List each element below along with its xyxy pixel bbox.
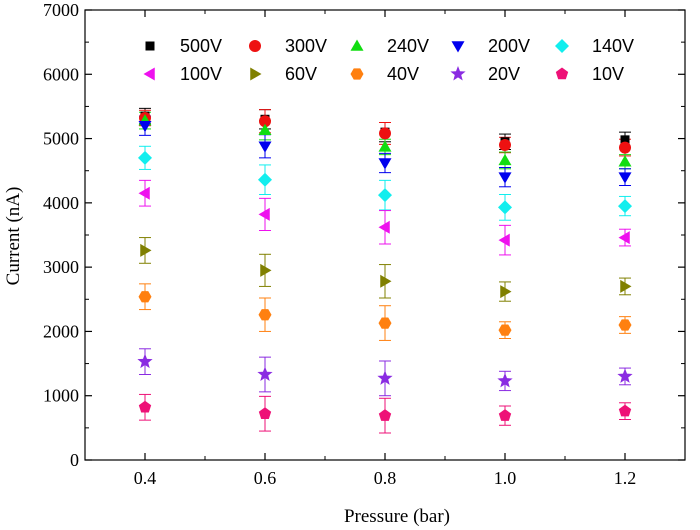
point-10v [498,409,512,421]
legend-marker [350,68,364,80]
x-tick-label: 0.8 [374,468,397,488]
x-axis-title: Pressure (bar) [344,506,450,527]
point-200v [258,141,272,153]
legend-marker [451,41,465,53]
legend-label: 20V [488,64,520,84]
point-140v [618,199,632,214]
x-tick-label: 0.4 [134,468,157,488]
point-40v [618,319,632,331]
point-140v [378,188,392,203]
legend-item-100v: 100V [143,64,222,84]
legend-label: 240V [387,36,429,56]
point-500v [620,135,630,145]
point-200v [618,172,632,184]
point-140v [498,200,512,215]
legend-marker [250,67,262,81]
legend-marker [249,40,261,52]
legend-item-300v: 300V [249,36,327,56]
point-20v [617,368,633,383]
point-10v [618,404,632,417]
point-200v [138,120,152,133]
point-10v [138,400,152,413]
legend-label: 300V [285,36,327,56]
legend-marker [143,67,155,81]
axes-layer: 0 1000 2000 3000 4000 5000 6000 7000 0.4 0.6 0.8 1.… [43,0,686,488]
data-points-layer [137,111,633,421]
y-tick-label: 6000 [43,64,79,84]
legend-marker [555,67,569,80]
point-40v [378,317,392,329]
point-60v [260,263,272,277]
legend-label: 10V [592,64,624,84]
legend-item-40v: 40V [350,64,419,84]
point-60v [140,243,152,257]
point-240v [618,155,632,167]
point-300v [379,127,391,140]
error-bars-layer [139,107,631,434]
legend-item-140v: 140V [555,36,634,56]
legend-marker [350,39,364,51]
point-240v [498,153,512,166]
legend-marker [450,66,466,81]
legend-label: 60V [285,64,317,84]
point-60v [620,279,632,293]
y-tick-label: 4000 [43,193,79,213]
legend-label: 500V [180,36,222,56]
y-tick-label: 2000 [43,321,79,341]
point-20v [377,370,393,385]
point-100v [138,186,150,200]
legend-label: 100V [180,64,222,84]
legend-item-240v: 240V [350,36,429,56]
legend-marker [145,41,155,51]
legend-label: 40V [387,64,419,84]
y-tick-label: 5000 [43,129,79,149]
legend-item-20v: 20V [450,64,520,84]
point-100v [618,231,630,245]
legend-item-200v: 200V [451,36,530,56]
point-40v [258,309,272,321]
legend-item-10v: 10V [555,64,624,84]
y-tick-label: 1000 [43,386,79,406]
legend-item-60v: 60V [250,64,317,84]
point-240v [378,140,392,152]
point-20v [257,366,273,381]
y-tick-label: 3000 [43,257,79,277]
point-300v [499,139,511,151]
point-20v [497,372,513,388]
y-tick-label: 7000 [43,0,79,20]
point-10v [258,407,272,419]
point-40v [138,291,152,303]
y-tick-label: 0 [70,450,79,470]
y-axis-title: Current (nA) [3,187,24,286]
x-tick-label: 0.6 [254,468,277,488]
point-100v [378,220,390,234]
point-140v [138,150,152,165]
point-60v [380,274,392,288]
point-240v [258,123,272,135]
point-20v [137,353,153,369]
legend: 500V 300V 240V 200V 140V 100V 60V 40V 20V 10V [143,36,634,84]
point-100v [258,207,270,221]
legend-item-500v: 500V [145,36,222,56]
point-60v [500,285,512,299]
x-tick-label: 1.0 [494,468,517,488]
x-tick-label: 1.2 [614,468,637,488]
point-100v [498,233,510,247]
point-40v [498,324,512,336]
point-300v [259,115,271,128]
point-200v [378,158,392,170]
point-300v [619,141,631,154]
point-140v [258,172,272,187]
point-10v [378,409,392,421]
legend-label: 140V [592,36,634,56]
legend-marker [555,39,569,53]
point-200v [498,172,512,184]
legend-label: 200V [488,36,530,56]
